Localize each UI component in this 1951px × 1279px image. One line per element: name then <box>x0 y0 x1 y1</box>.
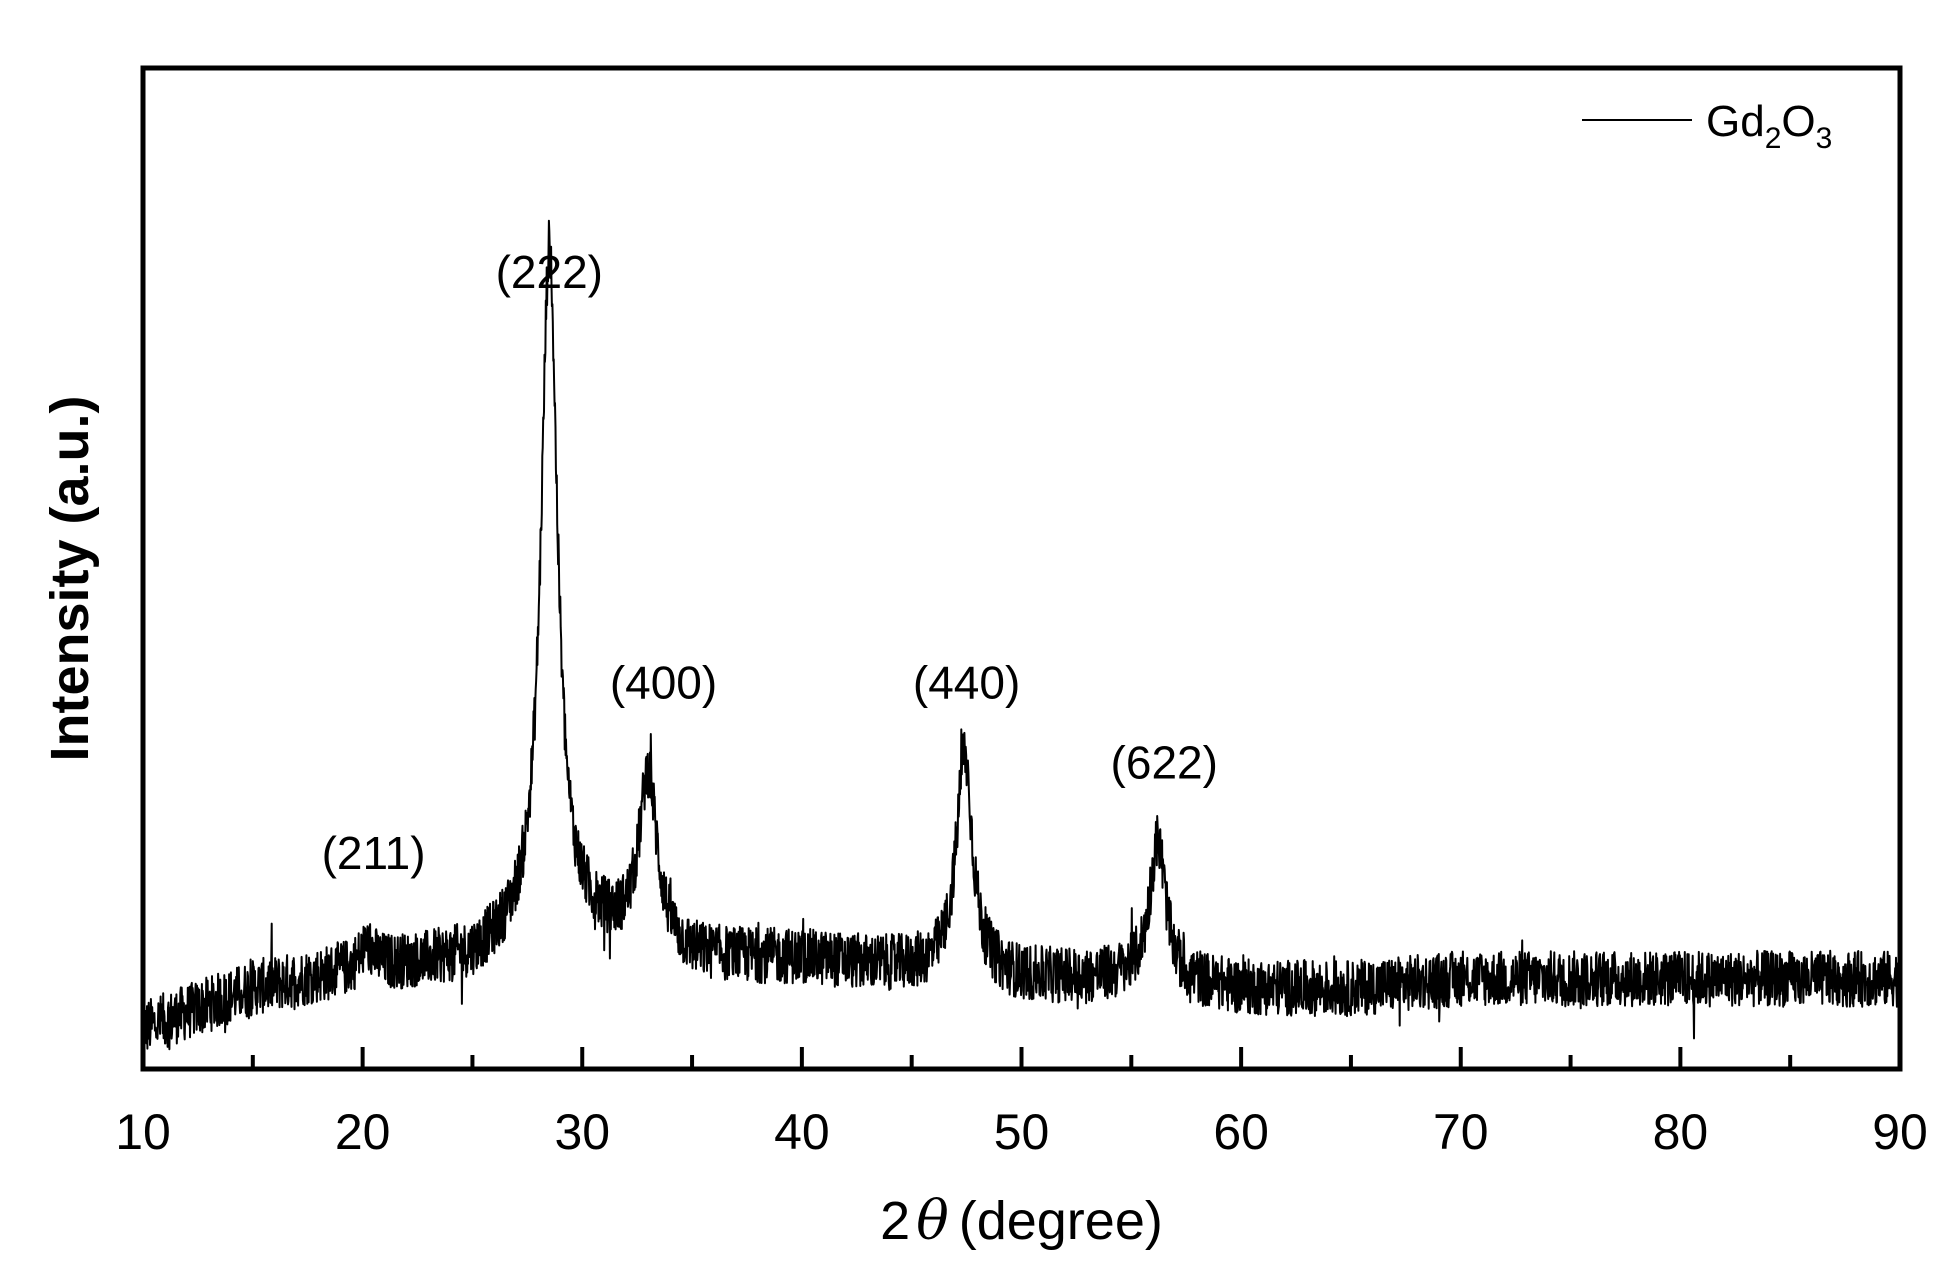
legend: Gd2O3 <box>1582 97 1832 155</box>
x-tick-label: 20 <box>335 1104 391 1160</box>
x-tick-label: 30 <box>554 1104 610 1160</box>
series-line-gd2o3 <box>142 219 1901 1051</box>
x-axis-tick-labels: 10 20 30 40 50 60 70 80 90 <box>115 1104 1928 1160</box>
x-tick-label: 60 <box>1213 1104 1269 1160</box>
x-axis-title-suffix: (degree) <box>959 1191 1163 1251</box>
x-tick-label: 80 <box>1653 1104 1709 1160</box>
legend-label-gd2o3: Gd2O3 <box>1706 97 1832 155</box>
x-tick-label: 40 <box>774 1104 830 1160</box>
x-axis-ticks <box>141 1047 1902 1069</box>
x-tick-label: 10 <box>115 1104 171 1160</box>
peak-label: (211) <box>322 827 426 879</box>
x-axis-title: 2 θ (degree) <box>880 1189 1163 1252</box>
peak-annotations: (211) (222) (400) (440) (622) <box>322 246 1218 879</box>
peak-label: (622) <box>1111 737 1218 789</box>
y-axis-title: Intensity (a.u.) <box>40 395 100 761</box>
x-tick-label: 50 <box>994 1104 1050 1160</box>
peak-label: (222) <box>496 246 603 298</box>
peak-label: (400) <box>610 657 717 709</box>
x-axis-title-prefix: 2 <box>880 1191 910 1251</box>
x-tick-label: 70 <box>1433 1104 1489 1160</box>
peak-label: (440) <box>913 657 1020 709</box>
plot-frame <box>140 65 1903 1072</box>
plot-area <box>142 219 1901 1051</box>
x-tick-label: 90 <box>1872 1104 1928 1160</box>
x-axis-title-symbol: θ <box>916 1189 949 1252</box>
